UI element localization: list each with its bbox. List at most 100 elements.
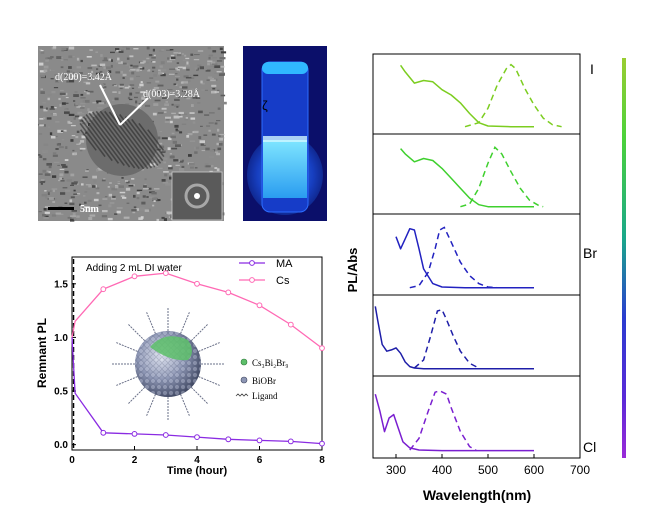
tem-grain	[45, 59, 49, 62]
tem-grain	[123, 62, 127, 65]
tem-grain	[166, 211, 172, 215]
tem-grain	[152, 48, 155, 52]
vial-meniscus	[263, 136, 307, 142]
tem-grain	[175, 75, 180, 77]
tem-grain	[136, 192, 140, 195]
tem-grain	[68, 122, 73, 124]
pl-point-ma	[100, 429, 107, 436]
tem-grain	[201, 88, 206, 92]
tem-grain	[86, 92, 90, 95]
tem-grain	[218, 73, 225, 76]
tem-grain	[55, 148, 59, 150]
tem-grain	[92, 78, 96, 80]
tem-grain	[152, 61, 156, 63]
tem-grain	[128, 183, 133, 185]
lattice-fringe	[131, 118, 164, 162]
tem-grain	[154, 99, 161, 102]
tem-grain	[76, 57, 80, 61]
spectra-pl-0	[464, 63, 562, 128]
tem-grain	[86, 208, 89, 210]
tem-grain	[214, 72, 218, 75]
tem-grain	[39, 49, 43, 51]
tem-grain	[73, 218, 77, 220]
legend-cs-marker	[249, 277, 255, 283]
tem-grain	[200, 143, 204, 146]
spectra-absorption-3	[374, 306, 534, 370]
tem-grain	[152, 70, 155, 73]
tem-grain	[45, 196, 48, 199]
tem-grain	[44, 215, 49, 218]
tem-grain	[216, 60, 223, 62]
tem-grain	[220, 65, 225, 68]
tem-grain	[61, 164, 66, 166]
tem-grain	[79, 147, 86, 150]
tem-grain	[167, 89, 173, 91]
legend-biobr-dot	[240, 376, 248, 384]
tem-grain	[144, 178, 147, 181]
tem-grain	[167, 147, 171, 151]
tem-grain	[64, 159, 69, 161]
tem-grain	[175, 72, 178, 75]
ligand-spike	[116, 342, 138, 352]
remnant-pl-chart: Adding 2 mL DI water 0 2 4 6 8 0.0 0.5 1.0 1.5 M…	[35, 256, 325, 477]
tem-grain	[121, 49, 124, 52]
tem-grain	[81, 183, 84, 186]
tem-grain	[97, 168, 103, 171]
d200-line	[99, 84, 121, 126]
tem-grain	[210, 164, 214, 168]
tem-grain	[118, 50, 124, 53]
tem-grain	[72, 55, 75, 58]
tem-grain	[89, 214, 96, 217]
tem-grain	[148, 196, 155, 199]
tem-grain	[52, 175, 57, 178]
tem-grain	[61, 47, 67, 51]
tem-grain	[141, 95, 146, 98]
pl-y-tick-label: 0.0	[54, 440, 68, 451]
tem-grain	[92, 175, 97, 179]
spectra-chart: 300 400 500 600 700 PL/Abs Wavelength(nm)	[345, 53, 590, 503]
tem-grain	[43, 69, 48, 72]
tem-grain	[204, 89, 208, 91]
tem-grain	[195, 89, 198, 91]
vial-mark: ζ	[262, 98, 268, 113]
tem-grain	[169, 176, 173, 180]
spectra-x-axis-label: Wavelength(nm)	[423, 487, 531, 503]
nanoparticle-inset: Cs₃Bi₂Br₉ BiOBr Ligand	[112, 308, 288, 420]
tem-grain	[163, 157, 168, 160]
tem-grain	[117, 57, 120, 61]
tem-grain	[185, 57, 190, 60]
tem-grain	[147, 69, 151, 72]
tem-grain	[89, 75, 96, 78]
tem-grain	[173, 70, 180, 74]
tem-grain	[119, 83, 124, 86]
tem-grain	[79, 112, 85, 115]
tem-grain	[39, 75, 45, 78]
tem-grain	[216, 142, 222, 146]
tem-grain	[174, 104, 180, 107]
tem-grain	[184, 95, 188, 98]
tem-grain	[122, 46, 127, 48]
tem-grain	[85, 188, 91, 190]
tem-grain	[73, 100, 76, 102]
tem-grain	[96, 100, 102, 104]
tem-grain	[141, 66, 145, 68]
tem-grain	[83, 99, 90, 103]
ligand-spike	[128, 386, 146, 404]
tem-grain	[119, 87, 123, 90]
tem-grain	[168, 93, 173, 96]
tem-grain	[176, 68, 180, 72]
tem-grain	[146, 57, 150, 60]
colorbar-gradient	[622, 58, 626, 458]
tem-grain	[59, 168, 65, 170]
tem-grain	[82, 100, 85, 103]
tem-grain	[151, 192, 157, 195]
tem-grain	[120, 195, 125, 197]
tem-grain	[120, 70, 123, 74]
tem-grain	[167, 60, 173, 63]
tem-grain	[115, 48, 120, 51]
tem-grain	[95, 72, 102, 75]
tem-grain	[54, 74, 58, 77]
tem-grain	[98, 204, 102, 207]
tem-grain	[96, 68, 99, 71]
